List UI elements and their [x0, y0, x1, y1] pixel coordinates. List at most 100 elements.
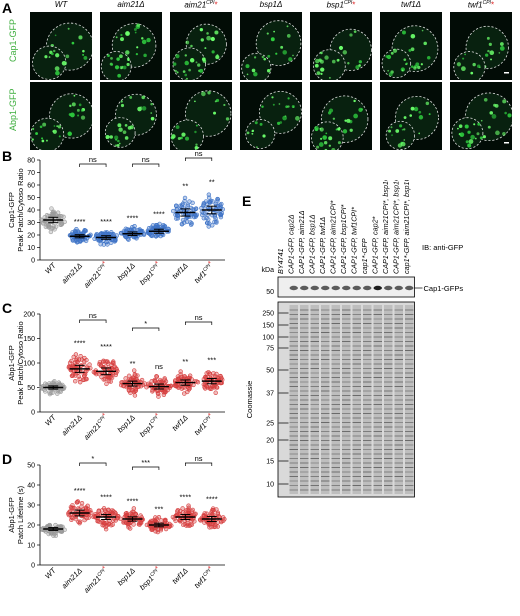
gfp-patch: [45, 139, 48, 142]
gfp-patch: [405, 62, 408, 65]
gfp-patch: [285, 105, 289, 109]
gfp-patch: [44, 55, 48, 59]
gfp-patch: [456, 62, 462, 67]
data-point: [170, 514, 176, 520]
y-axis-label: Peak Patch/Cytoso Ratio: [16, 321, 25, 404]
gfp-patch: [337, 127, 341, 131]
data-point: [158, 525, 164, 530]
gfp-patch: [353, 99, 356, 103]
gfp-patch: [486, 36, 490, 40]
gfp-patch: [426, 55, 431, 60]
gfp-patch: [184, 73, 188, 77]
gel-marker-label: 20: [266, 438, 274, 445]
lane-label: CAP1-GFP, cap2*: [371, 216, 380, 274]
gfp-patch: [251, 132, 254, 135]
bracket-label: ns: [89, 311, 97, 320]
gfp-patch: [467, 143, 472, 148]
gfp-patch: [482, 135, 486, 139]
gfp-patch: [428, 113, 431, 116]
lane-label: CAP1-GFP, twf1CPI*: [350, 207, 359, 274]
data-point: [159, 518, 164, 523]
data-point: [111, 232, 116, 238]
gfp-patch: [316, 71, 321, 76]
genotype-label: aim21CPI*: [81, 565, 111, 595]
gfp-patch: [324, 148, 328, 150]
y-tick-label: 80: [27, 158, 35, 165]
gfp-patch: [477, 122, 481, 126]
data-point: [170, 208, 176, 214]
gfp-patch: [316, 145, 320, 149]
coomassie-gel: [277, 301, 415, 498]
gfp-patch: [185, 77, 188, 80]
significance-label: **: [182, 357, 188, 366]
data-point: [83, 238, 89, 244]
gfp-patch: [391, 134, 393, 136]
coomassie-label: Coomassie: [245, 381, 254, 419]
cell-outline: [185, 23, 227, 65]
data-point: [159, 387, 165, 392]
significance-label: ****: [180, 492, 192, 501]
data-point: [180, 510, 186, 515]
comparison-bracket: [79, 319, 107, 323]
gfp-patch: [287, 105, 290, 108]
gfp-band: [384, 285, 393, 291]
genotype-label: WT: [43, 565, 59, 581]
cell-outline: [115, 93, 157, 136]
gel-lane: [373, 305, 382, 494]
gfp-patch: [472, 62, 476, 67]
bracket-label: *: [91, 454, 94, 463]
gfp-patch: [353, 113, 359, 119]
gfp-patch: [184, 136, 190, 141]
data-point: [92, 236, 97, 241]
gfp-patch: [487, 125, 491, 129]
gfp-patch: [71, 41, 75, 45]
gfp-patch: [473, 123, 476, 126]
data-point: [155, 391, 161, 396]
gfp-patch: [118, 127, 123, 132]
data-point: [111, 518, 116, 523]
gfp-patch: [56, 125, 59, 128]
gfp-patch: [253, 56, 257, 59]
data-point: [147, 231, 153, 236]
data-point: [50, 380, 55, 385]
lane-label: CAP1-GFP, twf1Δ: [318, 217, 327, 274]
genotype-label: aim21Δ: [60, 261, 84, 285]
cap1-row-label: Cap1-GFP: [8, 18, 18, 62]
gfp-patch: [127, 126, 132, 130]
y-tick-label: 0: [31, 258, 35, 265]
cell-body: [313, 49, 346, 80]
gfp-patch: [262, 134, 266, 138]
gfp-patch: [403, 58, 407, 62]
gfp-patch: [480, 119, 483, 122]
y-axis-label: Cap1-GFP: [7, 192, 16, 228]
gfp-patch: [176, 71, 179, 74]
abp1-micrograph-row: [30, 82, 520, 150]
data-point: [179, 221, 185, 227]
gfp-patch: [122, 130, 127, 135]
data-point: [38, 217, 44, 222]
data-point: [104, 230, 110, 235]
gfp-patch: [314, 127, 319, 132]
data-point: [94, 232, 99, 237]
y-tick-label: 30: [27, 220, 35, 227]
gfp-patch: [318, 142, 324, 147]
gfp-patch: [494, 103, 499, 108]
gfp-patch: [117, 123, 122, 128]
gfp-patch: [410, 47, 415, 52]
data-point: [77, 519, 83, 524]
genotype-col-label: bsp1Δ: [259, 0, 283, 9]
data-point: [132, 388, 138, 394]
data-point: [137, 520, 142, 526]
gfp-patch: [48, 56, 51, 58]
gfp-patch: [401, 30, 406, 35]
gfp-patch: [292, 54, 294, 57]
y-tick-label: 50: [27, 195, 35, 202]
cell-outline: [394, 95, 439, 140]
micrograph-tile: [100, 82, 162, 150]
gfp-patch: [495, 130, 500, 136]
gfp-patch: [483, 97, 488, 102]
cell-outline: [255, 20, 302, 66]
gel-lane: [405, 305, 414, 494]
panel-e-letter: E: [242, 193, 252, 209]
data-point: [50, 225, 56, 231]
